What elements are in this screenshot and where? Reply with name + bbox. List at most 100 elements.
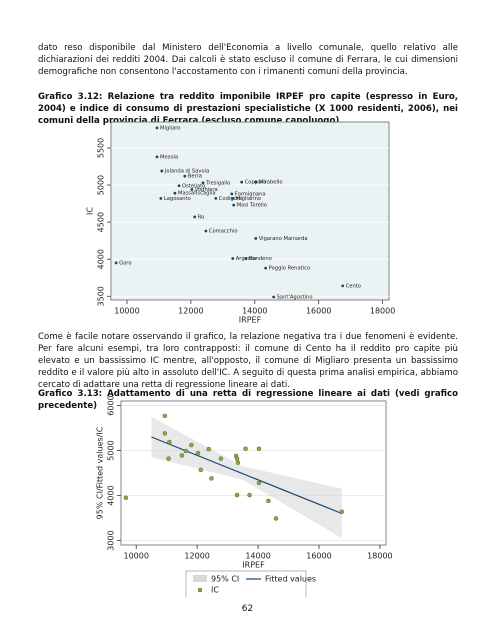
- legend-label: 95% CI: [211, 575, 239, 584]
- point-label: Cento: [346, 283, 361, 289]
- point: [167, 439, 172, 445]
- point: [179, 453, 185, 458]
- point: [190, 188, 194, 191]
- point: [204, 229, 208, 233]
- point-label: Tresigallo: [205, 180, 230, 186]
- x-tick-label: 10000: [124, 552, 149, 561]
- caption: Grafico 3.12: Relazione tra reddito impo…: [38, 92, 458, 126]
- legend-label: IC: [211, 586, 219, 595]
- point: [155, 126, 159, 130]
- point-label: Goro: [119, 260, 131, 266]
- x-tick-label: 16000: [306, 307, 331, 316]
- point: [195, 450, 201, 456]
- point-label: Ro: [198, 214, 205, 220]
- y-tick-label: 4000: [97, 249, 106, 269]
- y-tick-label: 5500: [97, 138, 106, 158]
- point-label: Mesola: [160, 154, 178, 160]
- point: [166, 456, 171, 461]
- plot-area: [110, 121, 390, 301]
- y-tick-label: 4500: [97, 212, 106, 232]
- point: [209, 476, 214, 481]
- x-tick-label: 10000: [114, 307, 139, 316]
- point: [273, 516, 279, 521]
- point: [235, 460, 241, 465]
- point: [264, 266, 268, 270]
- point-label: Formignana: [235, 191, 266, 197]
- point: [162, 431, 168, 436]
- point-label: Vigarano Mainarda: [259, 236, 308, 242]
- x-axis-label: IRPEF: [242, 561, 265, 570]
- y-tick-label: 5000: [107, 440, 116, 460]
- point: [266, 498, 271, 504]
- point: [183, 448, 189, 454]
- y-tick-label: 3500: [97, 286, 106, 306]
- point: [341, 284, 345, 288]
- point: [183, 174, 187, 178]
- point: [114, 261, 118, 265]
- point: [193, 215, 197, 219]
- chart: 3000 4000 5000 6000 10000 12000 14000 16000 1800…: [96, 395, 393, 597]
- point-label: Comacchio: [209, 229, 238, 235]
- point-label: Poggio Renatico: [269, 266, 311, 272]
- point: [123, 495, 129, 500]
- x-tick-label: 14000: [245, 552, 270, 561]
- point-label: Migliaro: [160, 125, 180, 131]
- point-label: Masi Torello: [237, 203, 267, 209]
- y-tick-label: 5000: [97, 175, 106, 195]
- legend-swatch: [197, 587, 203, 593]
- point-label: Sant'Agostino: [277, 295, 313, 301]
- x-tick-label: 18000: [370, 307, 395, 316]
- x-axis-label: IRPEF: [239, 316, 262, 325]
- page-number: 62: [241, 604, 254, 614]
- point: [189, 442, 194, 448]
- point: [240, 180, 244, 184]
- point: [256, 446, 262, 451]
- point: [218, 456, 224, 461]
- point: [177, 184, 181, 188]
- x-tick-label: 14000: [242, 307, 267, 316]
- point: [162, 413, 168, 419]
- fitted-line: [151, 436, 343, 515]
- point: [243, 446, 248, 451]
- x-tick-label: 12000: [178, 307, 203, 316]
- x-tick-label: 12000: [184, 552, 209, 561]
- x-tick-label: 16000: [306, 552, 331, 561]
- point: [272, 295, 276, 299]
- point: [173, 191, 177, 195]
- point: [206, 446, 211, 452]
- point: [231, 257, 235, 260]
- point: [339, 509, 345, 514]
- legend-label: Fitted values: [265, 575, 316, 584]
- point-label: Mirabello: [259, 180, 283, 186]
- point-label: Ostellato: [182, 183, 205, 189]
- y-tick-label: 6000: [107, 395, 116, 415]
- point: [254, 180, 258, 184]
- point: [234, 456, 240, 461]
- point: [244, 257, 248, 260]
- y-axis-label: IC: [86, 207, 95, 215]
- point: [256, 480, 262, 486]
- y-tick-label: 4000: [107, 485, 116, 505]
- y-axis-label: 95% CI/Fitted values/IC: [96, 426, 105, 519]
- point: [198, 467, 204, 473]
- point-label: Voghiera: [195, 187, 218, 193]
- y-tick-label: 3000: [107, 530, 116, 550]
- point: [160, 169, 164, 173]
- point: [159, 196, 163, 200]
- point-label: Migliarino: [236, 196, 261, 202]
- point: [247, 492, 252, 498]
- point: [254, 237, 258, 240]
- point-label: Massafiscaglia: [178, 191, 216, 197]
- point: [201, 181, 205, 185]
- paragraph: dato reso disponibile dal Ministero dell…: [38, 43, 458, 77]
- legend-swatch: [193, 575, 207, 582]
- confidence-band: [151, 416, 342, 539]
- point-label: Codigoro: [219, 196, 242, 202]
- caption: Grafico 3.13: Adattamento di una retta d…: [38, 389, 458, 411]
- point-label: Jolanda di Savoia: [164, 168, 209, 174]
- chart: 3500 4000 4500 5000 5500 10000 12000 14000 16000…: [86, 121, 395, 325]
- paragraph: Come è facile notare osservando il grafi…: [38, 332, 458, 390]
- point-label: Berra: [188, 174, 202, 180]
- point-label: Bondeno: [249, 256, 272, 262]
